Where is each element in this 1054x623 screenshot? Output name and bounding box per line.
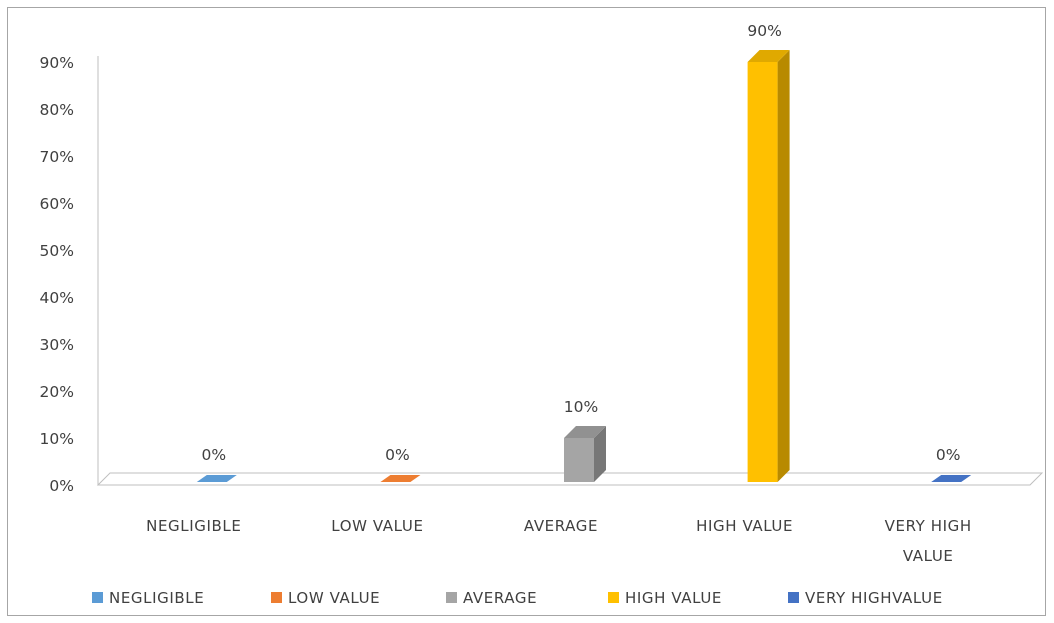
legend-label: LOW VALUE <box>288 589 380 607</box>
y-tick-label: 60% <box>40 195 74 213</box>
legend-item: LOW VALUE <box>271 589 380 607</box>
legend-label: VERY HIGHVALUE <box>805 589 943 607</box>
y-tick-label: 0% <box>49 477 74 495</box>
y-tick-label: 90% <box>40 54 74 72</box>
legend-item: NEGLIGIBLE <box>92 589 204 607</box>
bar <box>564 426 606 482</box>
y-tick-label: 70% <box>40 148 74 166</box>
y-tick-label: 80% <box>40 101 74 119</box>
bar-top <box>747 50 790 62</box>
x-tick-label: VERY HIGH <box>885 517 972 535</box>
data-label: 90% <box>747 22 781 40</box>
legend-swatch <box>92 592 103 603</box>
x-tick-label: VALUE <box>903 547 954 565</box>
legend-item: AVERAGE <box>446 589 537 607</box>
legend-swatch <box>788 592 799 603</box>
y-tick-label: 50% <box>40 242 74 260</box>
legend-item: HIGH VALUE <box>608 589 722 607</box>
chart-frame: 0% 10% 20% 30% 40% 50% 60% 70% 80% 90% 0% NEGLIGIB… <box>7 7 1046 616</box>
bar-front <box>747 62 778 482</box>
x-tick-label: NEGLIGIBLE <box>146 517 241 535</box>
legend-swatch <box>608 592 619 603</box>
y-tick-label: 30% <box>40 336 74 354</box>
bar <box>747 50 790 482</box>
x-tick-label: AVERAGE <box>524 517 598 535</box>
bar-flat <box>380 475 421 482</box>
legend-label: AVERAGE <box>463 589 537 607</box>
bar-top <box>564 426 606 438</box>
bar-side <box>777 50 790 482</box>
bar-flat <box>196 475 237 482</box>
bar-front <box>564 438 594 482</box>
bar <box>931 475 972 482</box>
bar-chart: 0% 10% 20% 30% 40% 50% 60% 70% 80% 90% 0% NEGLIGIB… <box>40 22 1044 607</box>
y-tick-label: 10% <box>40 430 74 448</box>
data-label: 0% <box>936 446 961 464</box>
data-label: 10% <box>564 398 598 416</box>
legend-swatch <box>271 592 282 603</box>
x-tick-label: HIGH VALUE <box>696 517 793 535</box>
legend-label: HIGH VALUE <box>625 589 722 607</box>
legend-item: VERY HIGHVALUE <box>788 589 943 607</box>
bar-flat <box>931 475 972 482</box>
bar <box>380 475 421 482</box>
x-tick-label: LOW VALUE <box>331 517 423 535</box>
legend-swatch <box>446 592 457 603</box>
y-tick-label: 40% <box>40 289 74 307</box>
bar-side <box>594 426 606 482</box>
legend-label: NEGLIGIBLE <box>109 589 204 607</box>
y-tick-label: 20% <box>40 383 74 401</box>
data-label: 0% <box>385 446 410 464</box>
data-label: 0% <box>202 446 227 464</box>
bar <box>196 475 237 482</box>
